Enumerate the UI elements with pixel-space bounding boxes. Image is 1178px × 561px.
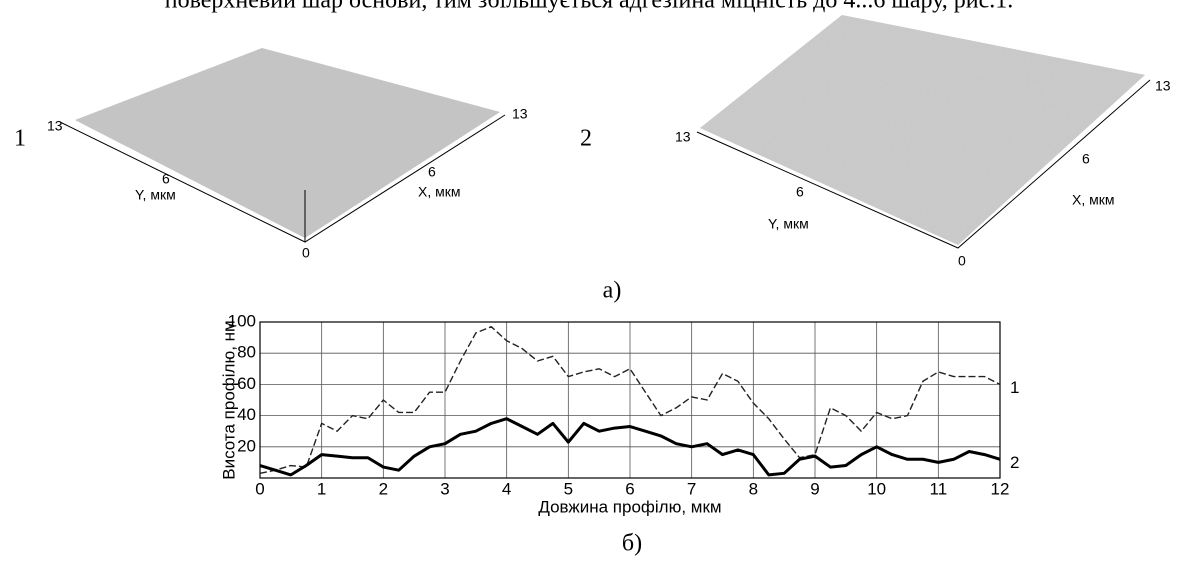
y-axis-title: Висота профілю, нм — [219, 320, 238, 479]
surface-texture — [75, 48, 500, 238]
x-tick-label: 10 — [867, 479, 886, 498]
x-tick-label: 7 — [687, 479, 696, 498]
axis-label: 0 — [958, 253, 966, 269]
panel-label: 2 — [580, 126, 592, 152]
caption: а) — [603, 278, 622, 304]
x-tick-label: 8 — [749, 479, 758, 498]
axis-label: 13 — [512, 106, 528, 122]
x-tick-label: 1 — [317, 479, 326, 498]
figure: поверхневий шар основи, тим збільшується… — [0, 0, 1178, 561]
x-tick-label: 2 — [379, 479, 388, 498]
x-tick-label: 3 — [440, 479, 449, 498]
x-tick-label: 0 — [255, 479, 264, 498]
axis-label: 0 — [302, 245, 310, 261]
x-tick-label: 6 — [625, 479, 634, 498]
y-tick-label: 40 — [237, 405, 256, 424]
series-label: 1 — [1010, 378, 1019, 397]
x-tick-label: 4 — [502, 479, 511, 498]
axis-title: X, мкм — [418, 184, 461, 200]
axis-label: 6 — [796, 184, 804, 200]
y-tick-label: 80 — [237, 343, 256, 362]
surface-texture — [700, 15, 1145, 245]
axis-label: 13 — [47, 118, 63, 134]
panel-label: 1 — [14, 126, 26, 152]
surface-1 — [60, 48, 505, 242]
axis-label: 6 — [428, 164, 436, 180]
x-tick-label: 11 — [930, 479, 948, 498]
axis-label: 6 — [162, 171, 170, 187]
axis-label: 13 — [675, 129, 691, 145]
surface-2 — [697, 15, 1150, 248]
axis-title: X, мкм — [1072, 192, 1115, 208]
x-tick-label: 9 — [810, 479, 819, 498]
axis-title: Y, мкм — [135, 187, 176, 203]
x-axis-title: Довжина профілю, мкм — [538, 497, 721, 516]
axis-label: 13 — [1155, 78, 1171, 94]
series-label: 2 — [1010, 453, 1019, 472]
x-tick-label: 12 — [991, 479, 1010, 498]
axis-label: 6 — [1082, 151, 1090, 167]
caption: б) — [622, 531, 642, 557]
axis-title: Y, мкм — [768, 216, 809, 232]
y-tick-label: 20 — [237, 436, 256, 455]
y-tick-label: 60 — [237, 374, 256, 393]
x-tick-label: 5 — [564, 479, 573, 498]
body-text: поверхневий шар основи, тим збільшується… — [165, 0, 1014, 14]
